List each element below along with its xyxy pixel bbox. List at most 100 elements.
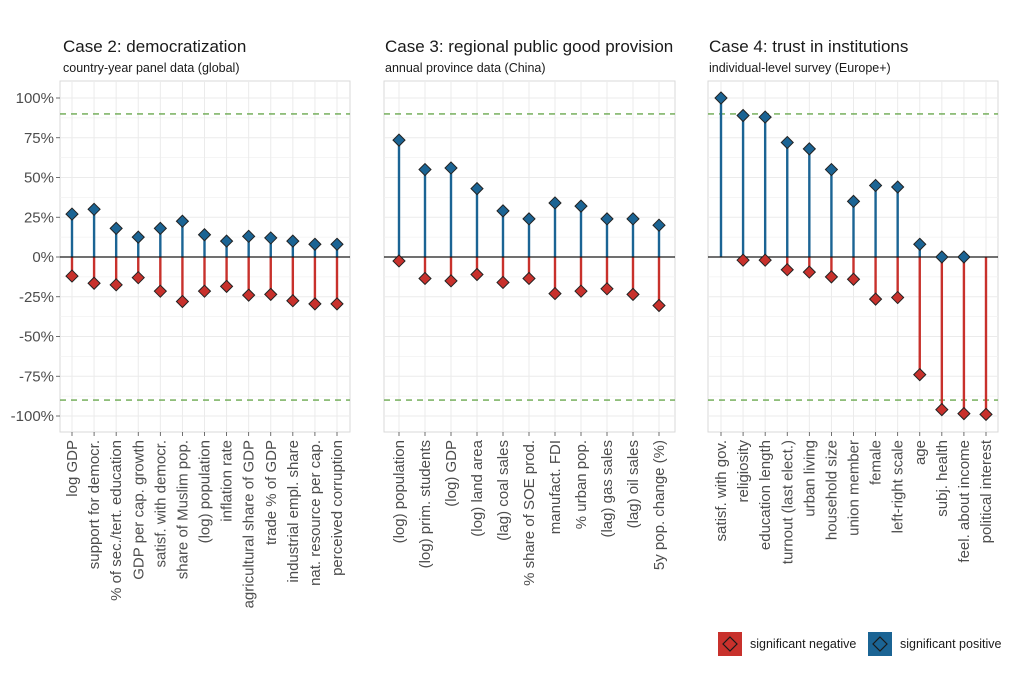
y-tick-label: -50% <box>19 329 54 346</box>
x-tick-label: % of sec./tert. education <box>108 440 125 601</box>
marker-negative <box>957 406 971 421</box>
marker-negative <box>286 294 300 308</box>
x-tick-label: household size <box>823 440 840 540</box>
x-tick-label: perceived corruption <box>329 440 346 576</box>
marker-negative <box>330 297 344 311</box>
marker-positive <box>444 161 458 175</box>
marker-positive <box>574 199 588 213</box>
x-tick-label: nat. resource per cap. <box>307 440 324 586</box>
marker-negative <box>444 274 458 288</box>
marker-negative <box>131 270 145 285</box>
x-tick-label: left-right scale <box>890 440 907 533</box>
marker-positive <box>264 231 278 245</box>
x-tick-label: 5y pop. change (%) <box>651 440 668 570</box>
x-tick-label: political interest <box>978 439 995 543</box>
x-tick-label: subj. health <box>934 440 951 517</box>
marker-negative <box>219 279 234 294</box>
marker-negative <box>264 287 278 302</box>
marker-negative <box>758 253 772 267</box>
marker-positive <box>109 221 123 236</box>
x-tick-label: (log) population <box>197 440 214 543</box>
marker-negative <box>846 272 861 286</box>
marker-positive <box>780 135 794 150</box>
marker-negative <box>153 284 168 298</box>
marker-negative <box>392 254 406 268</box>
x-tick-label: turnout (last elect.) <box>779 440 796 564</box>
marker-positive <box>153 221 168 236</box>
marker-negative <box>626 287 640 302</box>
x-tick-label: satisf. with democr. <box>152 440 169 568</box>
marker-negative <box>890 290 905 305</box>
marker-negative <box>979 407 993 422</box>
marker-positive <box>626 212 640 226</box>
y-tick-label: 75% <box>24 130 54 147</box>
x-tick-label: manufact. FDI <box>547 440 564 534</box>
marker-positive <box>65 207 79 221</box>
marker-negative <box>780 263 794 277</box>
panels: Case 2: democratization country-year pane… <box>11 37 999 608</box>
marker-negative <box>913 367 927 382</box>
marker-negative <box>241 288 256 302</box>
x-tick-label: inflation rate <box>219 440 236 522</box>
y-tick-label: -25% <box>19 289 54 306</box>
panel-title: Case 2: democratization <box>63 37 246 56</box>
panel-1: Case 2: democratization country-year pane… <box>11 37 351 608</box>
marker-positive <box>496 204 510 218</box>
x-tick-label: agricultural share of GDP <box>241 440 258 608</box>
panel-2: Case 3: regional public good provision an… <box>383 37 676 586</box>
marker-negative <box>496 275 510 290</box>
marker-negative <box>197 284 212 298</box>
panel-title: Case 4: trust in institutions <box>709 37 908 56</box>
marker-negative <box>87 276 101 290</box>
panel-subtitle: country-year panel data (global) <box>63 61 240 75</box>
legend-diamond-negative-icon <box>722 636 738 652</box>
marker-positive <box>913 237 927 251</box>
x-tick-label: GDP per cap. growth <box>130 440 147 580</box>
panel-subtitle: individual-level survey (Europe+) <box>709 61 891 75</box>
marker-negative <box>548 286 562 301</box>
marker-positive <box>600 212 614 226</box>
marker-positive <box>714 91 728 105</box>
marker-positive <box>548 196 562 210</box>
marker-negative <box>935 402 949 417</box>
panel-title: Case 3: regional public good provision <box>385 37 673 56</box>
x-tick-label: (log) land area <box>469 439 486 536</box>
marker-positive <box>470 181 484 196</box>
x-tick-label: (log) population <box>391 440 408 543</box>
marker-negative <box>522 271 536 286</box>
marker-positive <box>286 234 300 248</box>
x-tick-label: (lag) coal sales <box>495 440 512 541</box>
marker-positive <box>868 178 883 193</box>
x-tick-label: religiosity <box>735 440 752 503</box>
y-tick-label: -75% <box>19 368 54 385</box>
panel-subtitle: annual province data (China) <box>385 61 546 75</box>
marker-positive <box>736 108 750 123</box>
x-tick-label: feel. about income <box>956 440 973 563</box>
legend-diamond-positive-icon <box>872 636 888 652</box>
x-tick-label: (log) GDP <box>443 440 460 507</box>
x-tick-label: log GDP <box>64 440 81 497</box>
legend: significant negative significant positiv… <box>718 632 1001 656</box>
x-tick-label: education length <box>757 440 774 550</box>
y-tick-label: 50% <box>24 170 54 187</box>
x-tick-label: % urban pop. <box>573 440 590 529</box>
panel-3: Case 4: trust in institutions individual-… <box>707 37 999 564</box>
marker-negative <box>736 253 750 267</box>
marker-positive <box>131 230 145 244</box>
marker-positive <box>802 142 817 156</box>
marker-negative <box>175 294 190 309</box>
marker-positive <box>308 237 322 251</box>
marker-negative <box>470 267 484 282</box>
marker-positive <box>846 194 861 209</box>
x-tick-label: (log) prim. students <box>417 440 434 568</box>
marker-negative <box>600 282 614 296</box>
y-tick-label: 25% <box>24 209 54 226</box>
marker-positive <box>418 162 432 177</box>
marker-positive <box>330 237 344 251</box>
x-tick-label: trade % of GDP <box>263 440 280 545</box>
marker-negative <box>418 271 432 286</box>
x-tick-label: union member <box>846 440 863 536</box>
marker-negative <box>109 278 123 292</box>
marker-positive <box>175 214 190 228</box>
